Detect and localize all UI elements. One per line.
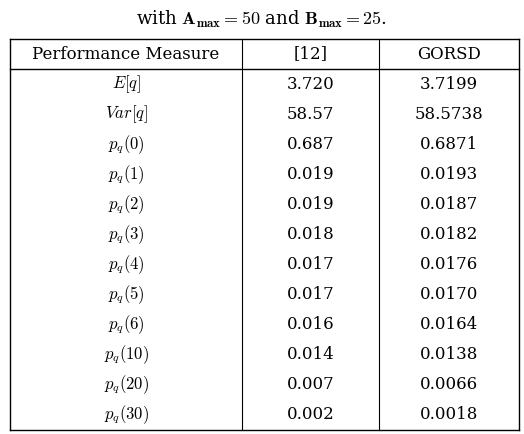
Text: $p_q(1)$: $p_q(1)$	[108, 163, 145, 186]
Text: 0.0164: 0.0164	[420, 316, 478, 333]
Text: $p_q(20)$: $p_q(20)$	[104, 373, 149, 396]
Text: Performance Measure: Performance Measure	[32, 46, 220, 62]
Text: 0.0187: 0.0187	[420, 196, 478, 213]
Text: 0.687: 0.687	[287, 136, 334, 153]
Text: 0.019: 0.019	[287, 196, 334, 213]
Text: $p_q(6)$: $p_q(6)$	[108, 313, 145, 336]
Text: 0.002: 0.002	[287, 406, 334, 423]
Text: $p_q(2)$: $p_q(2)$	[108, 193, 145, 216]
Text: 0.019: 0.019	[287, 166, 334, 183]
Text: $p_q(10)$: $p_q(10)$	[104, 343, 149, 366]
Text: 0.0193: 0.0193	[420, 166, 478, 183]
Text: 0.0066: 0.0066	[420, 376, 478, 393]
Text: $p_q(0)$: $p_q(0)$	[108, 133, 145, 155]
Text: $Var[q]$: $Var[q]$	[105, 103, 147, 125]
Text: $p_q(5)$: $p_q(5)$	[108, 283, 145, 306]
Text: 58.5738: 58.5738	[414, 105, 483, 123]
Text: 0.0182: 0.0182	[420, 226, 478, 243]
Text: 0.007: 0.007	[287, 376, 334, 393]
Text: 0.6871: 0.6871	[420, 136, 478, 153]
Text: 0.017: 0.017	[287, 286, 334, 303]
Text: [12]: [12]	[293, 46, 328, 62]
Text: with $\mathbf{A_{max} = 50}$ and $\mathbf{B_{max} = 25}$.: with $\mathbf{A_{max} = 50}$ and $\mathb…	[136, 9, 388, 30]
Text: 0.0176: 0.0176	[420, 256, 478, 273]
Text: 0.018: 0.018	[287, 226, 334, 243]
Text: 0.0138: 0.0138	[420, 346, 478, 363]
Text: 3.720: 3.720	[287, 76, 334, 92]
Text: 0.017: 0.017	[287, 256, 334, 273]
Text: $p_q(3)$: $p_q(3)$	[108, 223, 145, 246]
Text: 0.0018: 0.0018	[420, 406, 478, 423]
Text: 0.014: 0.014	[287, 346, 334, 363]
Text: $p_q(4)$: $p_q(4)$	[108, 253, 145, 276]
Text: 0.0170: 0.0170	[420, 286, 478, 303]
Text: GORSD: GORSD	[417, 46, 481, 62]
Text: 58.57: 58.57	[287, 105, 334, 123]
Text: $p_q(30)$: $p_q(30)$	[104, 403, 149, 426]
Text: 0.016: 0.016	[287, 316, 334, 333]
Text: $E[q]$: $E[q]$	[112, 73, 140, 95]
Text: 3.7199: 3.7199	[420, 76, 478, 92]
